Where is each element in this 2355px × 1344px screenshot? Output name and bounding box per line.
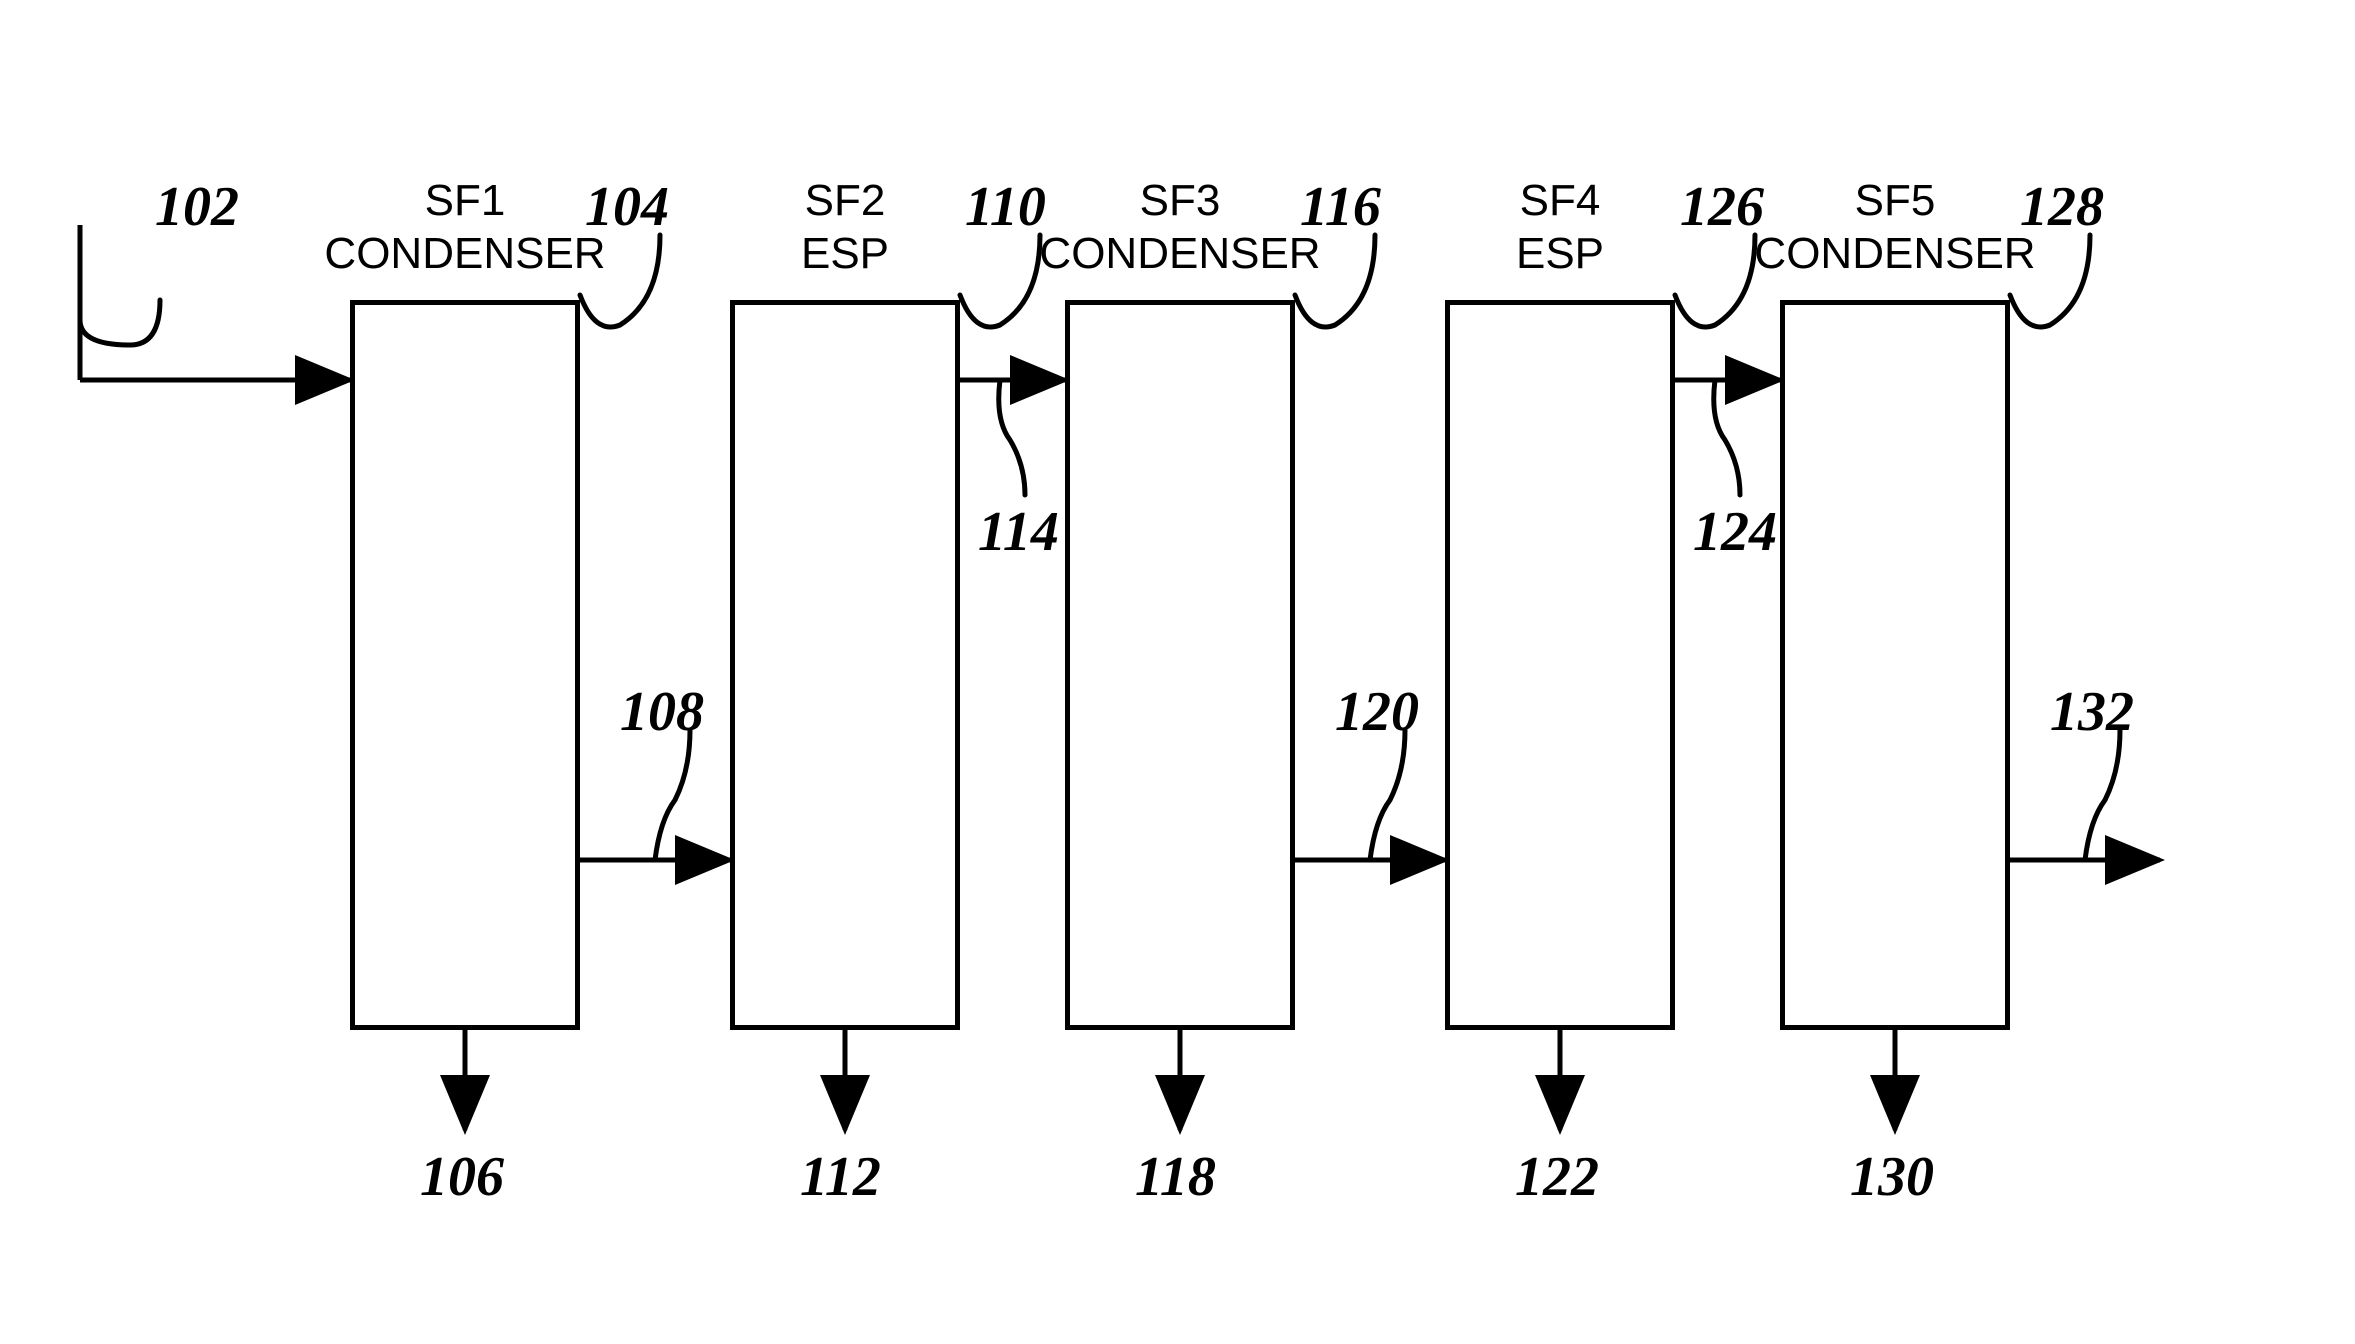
ref-number-110: 110 <box>965 175 1046 239</box>
block-title: SF4 <box>1405 175 1715 228</box>
ref-number-120: 120 <box>1335 680 1419 744</box>
block-title: SF3 <box>1025 175 1335 228</box>
leader-line <box>1714 380 1740 495</box>
ref-number-128: 128 <box>2020 175 2104 239</box>
flowchart-container: SF1CONDENSERSF2ESPSF3CONDENSERSF4ESPSF5C… <box>0 0 2355 1344</box>
ref-number-124: 124 <box>1693 500 1777 564</box>
ref-number-132: 132 <box>2050 680 2134 744</box>
ref-number-102: 102 <box>155 175 239 239</box>
leader-line <box>80 235 160 345</box>
leader-line <box>1370 730 1405 860</box>
block-subtitle: ESP <box>690 228 1000 281</box>
block-label-sf3: SF3CONDENSER <box>1025 175 1335 281</box>
process-block-sf5 <box>1780 300 2010 1030</box>
process-block-sf3 <box>1065 300 1295 1030</box>
ref-number-112: 112 <box>800 1145 881 1209</box>
ref-number-130: 130 <box>1850 1145 1934 1209</box>
block-title: SF5 <box>1740 175 2050 228</box>
block-subtitle: CONDENSER <box>1025 228 1335 281</box>
ref-number-114: 114 <box>978 500 1059 564</box>
ref-number-104: 104 <box>585 175 669 239</box>
ref-number-118: 118 <box>1135 1145 1216 1209</box>
block-subtitle: CONDENSER <box>1740 228 2050 281</box>
leader-line <box>999 380 1025 495</box>
process-block-sf2 <box>730 300 960 1030</box>
block-subtitle: ESP <box>1405 228 1715 281</box>
block-subtitle: CONDENSER <box>310 228 620 281</box>
block-label-sf5: SF5CONDENSER <box>1740 175 2050 281</box>
ref-number-106: 106 <box>420 1145 504 1209</box>
block-label-sf4: SF4ESP <box>1405 175 1715 281</box>
block-label-sf1: SF1CONDENSER <box>310 175 620 281</box>
ref-number-122: 122 <box>1515 1145 1599 1209</box>
process-block-sf4 <box>1445 300 1675 1030</box>
ref-number-116: 116 <box>1300 175 1381 239</box>
block-label-sf2: SF2ESP <box>690 175 1000 281</box>
process-block-sf1 <box>350 300 580 1030</box>
ref-number-108: 108 <box>620 680 704 744</box>
block-title: SF1 <box>310 175 620 228</box>
leader-line <box>2085 730 2120 860</box>
ref-number-126: 126 <box>1680 175 1764 239</box>
leader-line <box>655 730 690 860</box>
block-title: SF2 <box>690 175 1000 228</box>
